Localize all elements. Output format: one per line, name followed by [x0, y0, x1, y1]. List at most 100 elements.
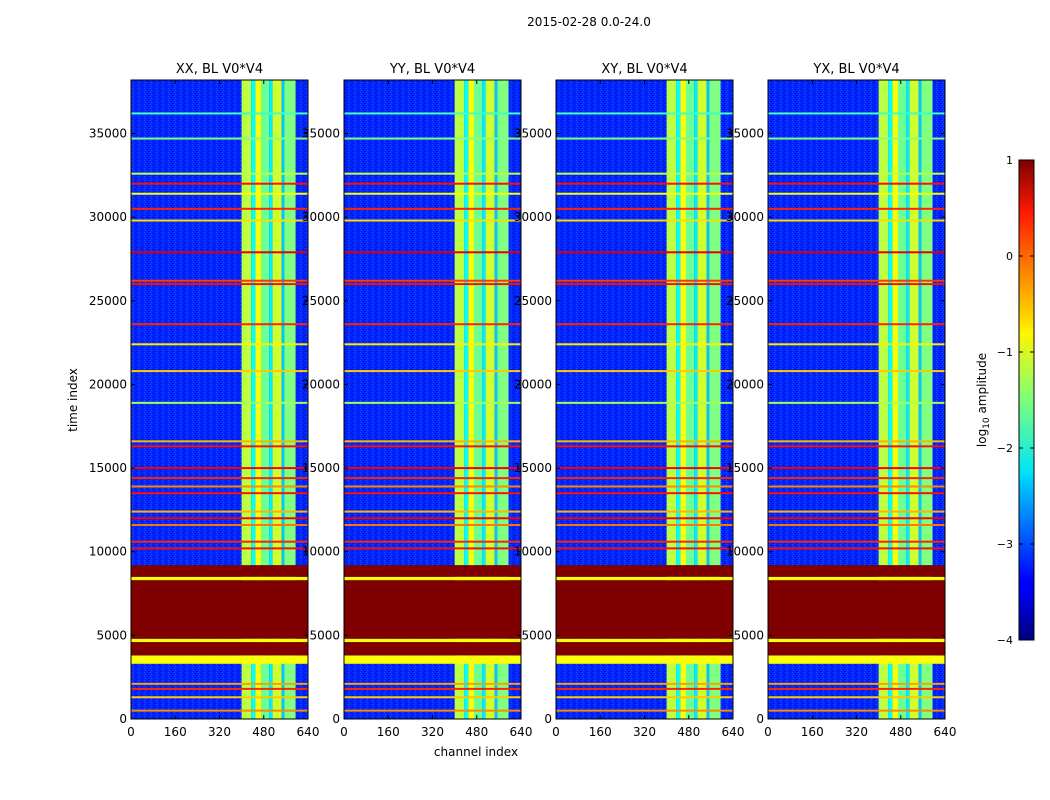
- y-tick-label: 10000: [89, 545, 127, 559]
- rfi-line: [556, 540, 733, 543]
- x-tick-label: 160: [377, 725, 400, 739]
- y-tick-label: 0: [544, 712, 552, 726]
- y-tick-label: 15000: [726, 461, 764, 475]
- rfi-line: [131, 192, 308, 195]
- rfi-line: [344, 540, 521, 543]
- y-tick-label: 30000: [726, 210, 764, 224]
- saturated-block: [131, 580, 308, 639]
- rfi-line: [131, 182, 308, 185]
- rfi-line: [131, 687, 308, 690]
- emission-band: [680, 80, 686, 719]
- panel-title: XY, BL V0*V4: [601, 62, 687, 77]
- rfi-line: [768, 343, 945, 346]
- rfi-line: [344, 192, 521, 195]
- colorbar-tick-label: 0: [1006, 250, 1013, 263]
- y-tick-label: 20000: [514, 377, 552, 391]
- x-tick-label: 480: [677, 725, 700, 739]
- colorbar: 1 0 −1 −2 −3 −4 log10 amplitude: [975, 154, 1035, 647]
- x-tick-label: 320: [845, 725, 868, 739]
- y-tick-label: 30000: [302, 210, 340, 224]
- rfi-line: [768, 709, 945, 712]
- rfi-line: [344, 682, 521, 685]
- emission-band: [685, 80, 695, 719]
- rfi-line: [556, 696, 733, 699]
- x-tick-label: 320: [633, 725, 656, 739]
- rfi-line: [768, 207, 945, 210]
- emission-band: [454, 80, 465, 719]
- y-tick-label: 35000: [514, 127, 552, 141]
- rfi-line: [344, 492, 521, 495]
- rfi-line: [131, 172, 308, 175]
- rfi-line: [768, 440, 945, 443]
- emission-band: [906, 80, 910, 719]
- emission-band: [921, 80, 933, 719]
- rfi-line: [768, 540, 945, 543]
- rfi-line: [344, 709, 521, 712]
- rfi-line: [556, 283, 733, 286]
- rfi-line: [768, 172, 945, 175]
- x-tick-label: 480: [252, 725, 275, 739]
- rfi-line: [131, 517, 308, 520]
- y-tick-label: 35000: [726, 127, 764, 141]
- rfi-line: [768, 279, 945, 282]
- colorbar-tick-label: 1: [1006, 154, 1013, 167]
- colorbar-tick-label: −4: [997, 634, 1013, 647]
- rfi-line: [131, 445, 308, 448]
- y-tick-label: 0: [756, 712, 764, 726]
- y-tick-label: 15000: [302, 461, 340, 475]
- rfi-line: [131, 283, 308, 286]
- rfi-line: [556, 182, 733, 185]
- rfi-line: [131, 510, 308, 513]
- rfi-line: [131, 279, 308, 282]
- emission-band: [251, 80, 256, 719]
- rfi-line: [768, 370, 945, 373]
- saturated-block: [344, 655, 521, 664]
- emission-band: [878, 80, 889, 719]
- rfi-line: [556, 517, 733, 520]
- rfi-line: [768, 251, 945, 254]
- rfi-line: [131, 682, 308, 685]
- emission-band: [269, 80, 273, 719]
- rfi-line: [344, 207, 521, 210]
- emission-band: [666, 80, 677, 719]
- y-tick-label: 5000: [309, 628, 340, 642]
- rfi-line: [344, 323, 521, 326]
- x-tick-label: 0: [340, 725, 348, 739]
- saturated-block: [344, 565, 521, 577]
- saturated-block: [768, 576, 945, 581]
- rfi-line: [131, 207, 308, 210]
- saturated-block: [768, 655, 945, 664]
- y-tick-label: 25000: [89, 294, 127, 308]
- x-axis-label: channel index: [434, 745, 518, 759]
- emission-band: [497, 80, 509, 719]
- emission-band: [468, 80, 474, 719]
- rfi-line: [556, 401, 733, 404]
- rfi-line: [131, 440, 308, 443]
- saturated-block: [556, 576, 733, 581]
- rfi-line: [556, 440, 733, 443]
- rfi-line: [556, 219, 733, 222]
- rfi-line: [344, 467, 521, 470]
- y-tick-label: 20000: [302, 377, 340, 391]
- panel-1: XX, BL V0*V4 0 160 320 480 640 0 5000 10000 15000…: [89, 62, 320, 739]
- rfi-line: [768, 283, 945, 286]
- figure-suptitle: 2015-02-28 0.0-24.0: [527, 15, 651, 29]
- emission-band: [284, 80, 296, 719]
- saturated-block: [344, 642, 521, 656]
- rfi-line: [556, 112, 733, 115]
- x-tick-label: 640: [510, 725, 533, 739]
- y-tick-label: 5000: [733, 628, 764, 642]
- x-tick-label: 640: [934, 725, 957, 739]
- panel-title: YX, BL V0*V4: [812, 62, 899, 77]
- y-tick-label: 25000: [726, 294, 764, 308]
- emission-band: [918, 80, 922, 719]
- rfi-line: [768, 485, 945, 488]
- x-tick-label: 0: [764, 725, 772, 739]
- rfi-line: [768, 682, 945, 685]
- rfi-line: [768, 182, 945, 185]
- saturated-block: [556, 638, 733, 643]
- y-tick-label: 0: [119, 712, 127, 726]
- rfi-line: [768, 477, 945, 480]
- rfi-line: [131, 112, 308, 115]
- rfi-line: [768, 696, 945, 699]
